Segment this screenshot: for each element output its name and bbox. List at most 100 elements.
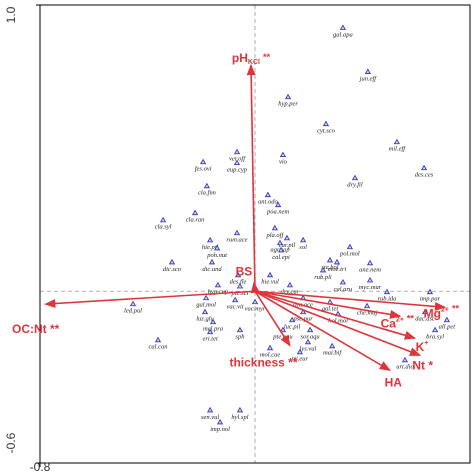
species-point [420,164,428,171]
species-label: gal.mol [196,302,216,309]
species-label: hie.pil [202,244,219,251]
species-label: sor.aqu [301,334,321,341]
vector-label: Ca2+ ** [381,314,415,331]
species-point [207,328,214,335]
species-label: moe.tri [328,266,347,273]
species-point [207,406,214,413]
species-label: cal.epi [272,254,290,261]
species-label: vio [279,158,288,165]
species-label: hyp.cup [208,289,229,296]
species-label: pol.mol [339,251,360,258]
vector-label-text: HA [385,376,403,390]
species-point [234,271,242,278]
vector-label: HA [385,376,403,390]
species-point [307,326,314,333]
species-point [322,120,330,127]
vector-label-text: K [416,340,425,354]
species-label: mol.cae [260,352,281,359]
species-point [129,300,137,307]
species-point [266,271,274,278]
species-label: ste.hol [321,264,338,271]
species-label: sph [235,334,244,341]
species-label: urt.dio [396,364,414,371]
vector-arrow [254,290,291,347]
species-label: imp.par [420,296,441,303]
vector-label-text: Mg [424,307,441,321]
species-label: des.ces [415,172,434,179]
species-label: imp.nol [210,426,230,433]
species-point [266,344,274,351]
y-tick-label: -0.6 [4,432,18,453]
species-point [333,258,341,265]
species-label: sol [299,244,307,251]
species-label: eri.tet [202,336,218,343]
species-point [284,93,292,100]
species-point [216,418,224,425]
species-point [279,151,287,157]
species-label: ant.odo [258,199,278,206]
vector-label: Mg2+ ** [424,304,460,321]
species-point [364,68,371,74]
species-point [214,244,221,251]
vector-arrow [44,290,256,308]
species-label: pla.off [265,232,284,239]
species-label: che.maj [357,310,378,317]
species-point [339,24,346,30]
species-label: cal.aru [334,286,353,293]
species-label: hie.vul [261,279,279,286]
species-label: cla.syl [155,224,172,231]
vector-label-suffix: ** [407,314,415,324]
species-point [232,296,239,303]
species-label: myc.mur [359,284,382,291]
species-point [251,298,259,305]
species-label: all.pet [439,324,456,331]
vector-label-sub: KCl [248,59,260,66]
vector-label-text: pH [232,51,248,65]
species-point [300,308,307,315]
x-tick-label: -0.8 [30,460,51,474]
species-label: ane.nem [359,267,381,274]
vector-label: K+ [416,340,429,354]
vector-label: OC:Nt ** [12,322,60,336]
vector-arrow [254,290,391,371]
species-label: car.pil [279,242,296,249]
species-label: hyp.per [278,101,298,108]
vector-label: Nt * [412,359,433,373]
vector-label-text: Ca [381,317,397,331]
vector-arrow [254,290,416,340]
species-point [329,342,336,349]
vector-label-text: thickness ** [229,356,297,370]
species-label: rum.ace [226,237,247,244]
species-point [236,326,244,333]
species-label: dac.asc [415,316,435,323]
species-point [214,281,222,288]
species-point [154,336,162,343]
species-point [200,158,207,165]
species-point [393,138,400,145]
species-label: pic.sci [231,290,249,297]
species-label: jun.eff [359,75,378,82]
species-label: mel.pra [203,326,223,333]
species-point [326,256,334,263]
species-point [233,159,241,166]
species-point [363,302,371,309]
species-label: luz.glu [196,316,214,323]
species-point [168,258,176,265]
vector-label-suffix: ** [452,304,460,314]
species-label: rub.ida [377,296,396,303]
species-point [383,288,391,295]
species-label: gal.apa [333,31,353,38]
species-point [207,236,214,243]
species-point [339,278,346,285]
species-point [300,236,307,243]
species-point [271,224,278,231]
species-label: dic.sco [163,266,182,273]
plot-frame [39,4,471,464]
species-point [283,234,291,241]
species-point [351,174,359,181]
species-label: tri.eur [292,356,309,363]
species-label: dry.car [281,289,300,296]
species-label: ver.off [229,156,246,163]
vector-label-sup: 2+ [396,316,404,323]
species-point [366,276,374,283]
